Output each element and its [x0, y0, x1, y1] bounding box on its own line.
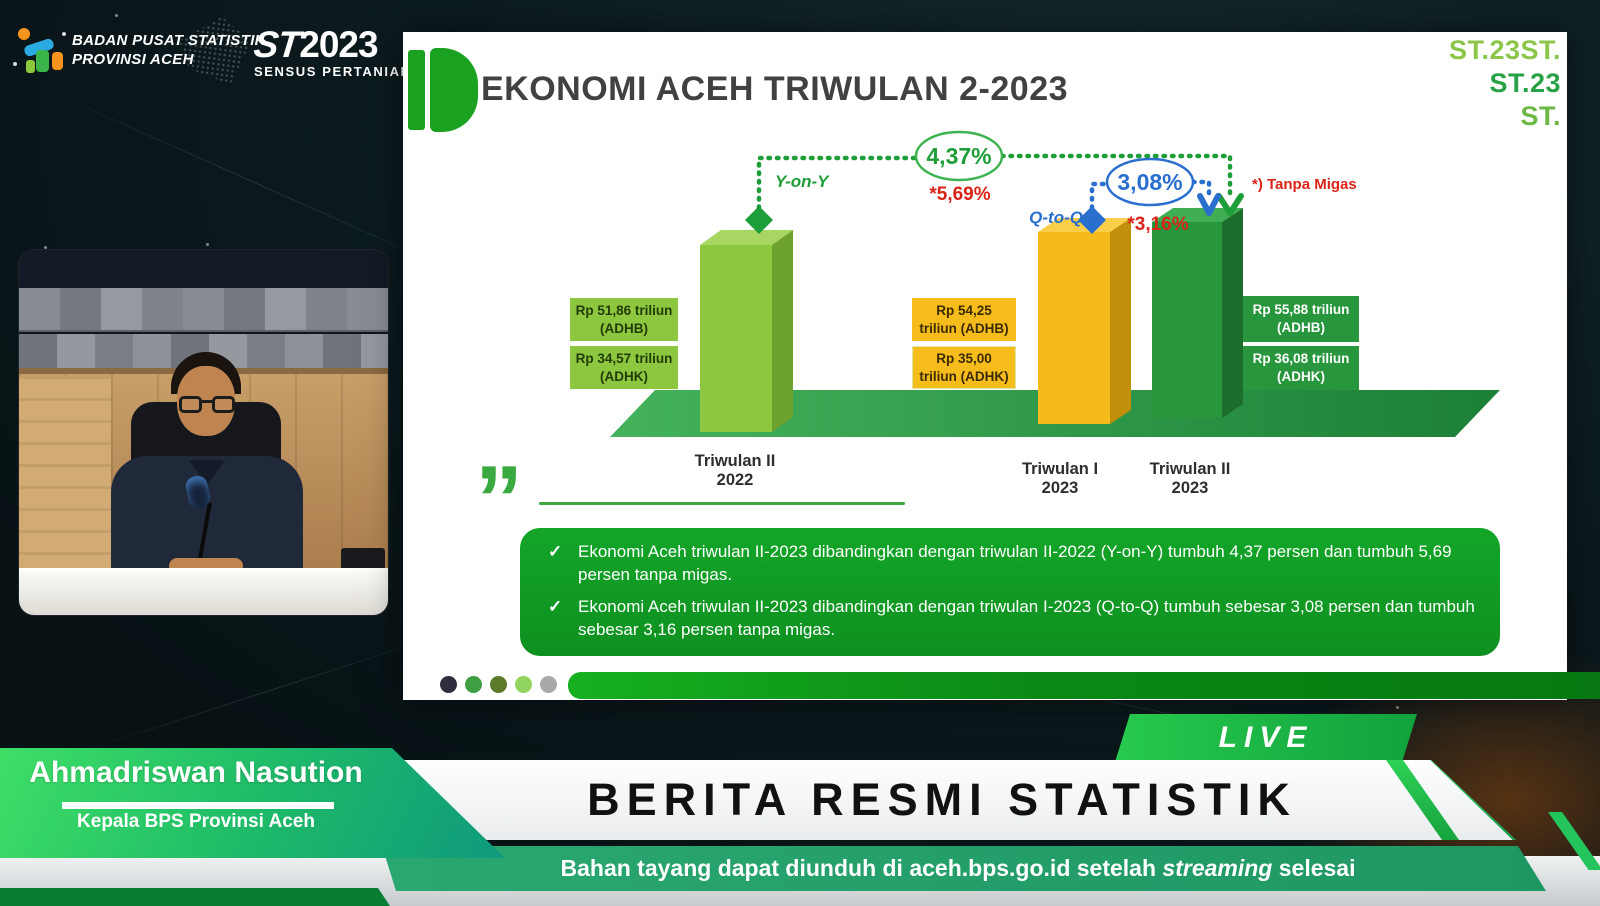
value-box-adhk-2022: Rp 34,57 triliun (ADHK) [570, 346, 678, 389]
bar-triwulan-ii-2022 [700, 245, 772, 432]
qtq-dotted-line [1190, 179, 1212, 197]
bullet-item-yoy: ✓ Ekonomi Aceh triwulan II-2023 dibandin… [548, 541, 1476, 587]
bullet-text: Ekonomi Aceh triwulan II-2023 dibandingk… [578, 596, 1475, 639]
webcam-wall-tiles [19, 288, 388, 332]
bullet-item-qtq: ✓ Ekonomi Aceh triwulan II-2023 dibandin… [548, 596, 1476, 642]
yoy-alt-value: *5,69% [929, 184, 990, 205]
qtq-value: 3,08% [1117, 169, 1182, 195]
slide-progress-dot [515, 676, 532, 693]
slide-progress-dot [465, 676, 482, 693]
presenter-glasses [179, 396, 235, 414]
qtq-label: Q-to-Q [1029, 208, 1083, 227]
desk [19, 568, 388, 615]
axis-label-triwulan-ii-2023: Triwulan II 2023 [1149, 460, 1231, 497]
webcam-wood-door [19, 376, 111, 574]
chart-platform [610, 390, 1500, 437]
org-name: BADAN PUSAT STATISTIK PROVINSI ACEH [72, 32, 266, 70]
blue-arrow-down-icon [1197, 193, 1221, 216]
presenter-webcam [18, 249, 389, 616]
yoy-value: 4,37% [926, 143, 991, 169]
green-diamond-marker [745, 206, 773, 234]
bps-logo [12, 22, 68, 78]
name-divider-bar [62, 802, 334, 809]
check-icon: ✓ [548, 542, 563, 561]
check-icon: ✓ [548, 596, 563, 616]
quote-icon: ” [475, 460, 523, 534]
quote-divider-line [539, 502, 905, 505]
presenter-name-banner: Ahmadriswan Nasution Kepala BPS Provinsi… [0, 748, 505, 858]
ticker-bar: Bahan tayang dapat diunduh di aceh.bps.g… [382, 846, 1546, 891]
live-badge-label: LIVE [1218, 721, 1314, 754]
axis-label-triwulan-ii-2022: Triwulan II 2022 [694, 452, 776, 489]
slide-bottom-green-bar [568, 672, 1600, 699]
live-badge: LIVE [1115, 714, 1417, 762]
st2023-logo: ST2023 SENSUS PERTANIAN [251, 24, 412, 79]
qtq-alt-value: *3,16% [1127, 214, 1188, 235]
bg-speck [44, 246, 47, 249]
st2023-logo-year: 2023 [299, 24, 378, 65]
value-box-adhk-q1-2023: Rp 35,00 triliun (ADHK) [912, 346, 1016, 389]
yoy-dotted-line [999, 153, 1233, 197]
value-box-adhb-q1-2023: Rp 54,25 triliun (ADHB) [912, 298, 1016, 341]
value-box-adhk-q2-2023: Rp 36,08 triliun (ADHK) [1243, 346, 1359, 390]
bg-speck [1396, 706, 1399, 709]
org-line1: BADAN PUSAT STATISTIK [72, 32, 266, 49]
summary-box: ✓ Ekonomi Aceh triwulan II-2023 dibandin… [520, 528, 1500, 656]
ticker-text: selesai [1272, 855, 1356, 881]
green-arrow-down-icon [1216, 193, 1244, 216]
presenter-name: Ahmadriswan Nasution [29, 756, 363, 789]
bar-triwulan-i-2023 [1038, 232, 1110, 424]
presentation-slide: EKONOMI ACEH TRIWULAN 2-2023 ST.23ST. ST… [403, 32, 1567, 700]
bottom-left-green-bar [0, 888, 390, 906]
slide-logo-fragment [408, 50, 425, 130]
ticker-text: Bahan tayang dapat diunduh di aceh.bps.g… [560, 855, 1163, 881]
blue-diamond-marker [1078, 206, 1106, 234]
qtq-dotted-line [1089, 181, 1110, 211]
slide-progress-dot [490, 676, 507, 693]
presenter-title: Kepala BPS Provinsi Aceh [77, 811, 315, 832]
webcam-background [19, 250, 388, 288]
axis-label-triwulan-i-2023: Triwulan I 2023 [1021, 460, 1099, 497]
bar-triwulan-ii-2023 [1152, 222, 1222, 418]
headline-banner: BERITA RESMI STATISTIK [398, 760, 1516, 840]
ticker-text-italic: streaming [1162, 855, 1273, 881]
value-box-adhb-2022: Rp 51,86 triliun (ADHB) [570, 298, 678, 341]
tanpa-migas-note: *) Tanpa Migas [1252, 176, 1357, 193]
aceh-map-watermark [174, 11, 254, 86]
yoy-value-ellipse [914, 130, 1004, 182]
yoy-label: Y-on-Y [775, 172, 830, 191]
org-line2: PROVINSI ACEH [72, 50, 194, 68]
st23-pattern-decoration: ST.23ST. ST.23 ST. [1448, 35, 1561, 131]
st2023-logo-subtitle: SENSUS PERTANIAN [254, 64, 412, 79]
slide-progress-dot [540, 676, 557, 693]
bullet-text: Ekonomi Aceh triwulan II-2023 dibandingk… [578, 542, 1452, 584]
yoy-dotted-line [756, 155, 919, 211]
headline-text: BERITA RESMI STATISTIK [587, 774, 1297, 825]
bg-speck [115, 14, 118, 17]
st2023-logo-st: ST [251, 24, 302, 65]
qtq-value-ellipse [1105, 157, 1195, 207]
slide-logo-fragment [430, 48, 478, 132]
slide-progress-dot [440, 676, 457, 693]
bg-speck [206, 243, 209, 246]
value-box-adhb-q2-2023: Rp 55,88 triliun (ADHB) [1243, 296, 1359, 342]
slide-title: EKONOMI ACEH TRIWULAN 2-2023 [481, 70, 1069, 108]
